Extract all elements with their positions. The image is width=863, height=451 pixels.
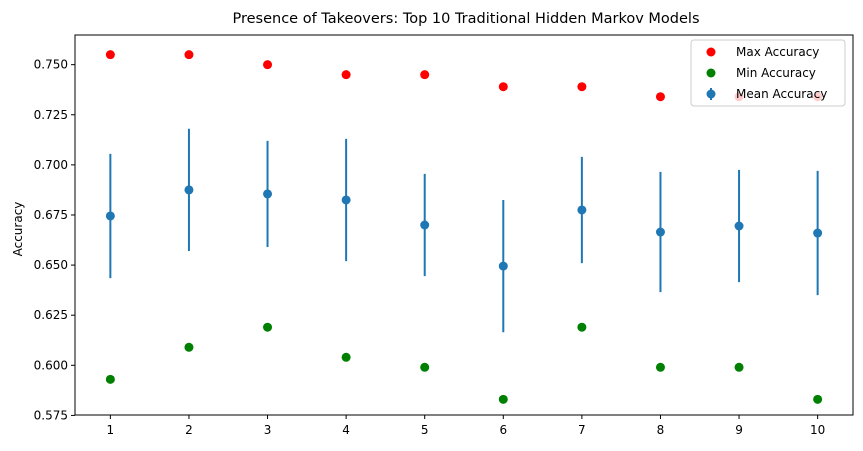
min-accuracy-point-7 <box>577 322 587 332</box>
max-accuracy-point-3 <box>263 60 273 70</box>
min-accuracy-point-6 <box>498 394 508 404</box>
x-tick-label: 2 <box>185 423 193 437</box>
y-tick-label: 0.650 <box>34 258 68 272</box>
legend-label: Min Accuracy <box>736 66 816 80</box>
x-tick-label: 7 <box>578 423 586 437</box>
max-accuracy-point-1 <box>105 50 115 60</box>
chart-title: Presence of Takeovers: Top 10 Traditiona… <box>232 11 699 27</box>
mean-accuracy-point-9 <box>734 221 744 231</box>
legend-label: Mean Accuracy <box>736 87 827 101</box>
max-accuracy-point-7 <box>577 82 587 92</box>
min-accuracy-point-9 <box>734 362 744 372</box>
y-tick-label: 0.725 <box>34 108 68 122</box>
y-axis-label: Accuracy <box>11 202 25 257</box>
legend-marker <box>706 68 716 78</box>
max-accuracy-point-6 <box>498 82 508 92</box>
legend-box <box>690 39 846 107</box>
plot-frame <box>74 34 854 416</box>
y-tick-label: 0.750 <box>34 58 68 72</box>
min-accuracy-point-3 <box>263 322 273 332</box>
mean-accuracy-point-6 <box>498 261 508 271</box>
min-accuracy-point-1 <box>105 374 115 384</box>
legend-marker <box>706 47 716 57</box>
mean-accuracy-point-10 <box>813 228 823 238</box>
x-tick-label: 6 <box>499 423 507 437</box>
x-tick-label: 5 <box>421 423 429 437</box>
mean-accuracy-point-8 <box>655 227 665 237</box>
min-accuracy-point-10 <box>813 394 823 404</box>
min-accuracy-point-5 <box>420 362 430 372</box>
max-accuracy-point-5 <box>420 70 430 80</box>
mean-accuracy-point-7 <box>577 205 587 215</box>
y-tick-label: 0.625 <box>34 308 68 322</box>
min-accuracy-point-4 <box>341 352 351 362</box>
mean-accuracy-point-5 <box>420 220 430 230</box>
x-tick-label: 10 <box>810 423 825 437</box>
x-tick-label: 4 <box>342 423 350 437</box>
min-accuracy-point-8 <box>655 362 665 372</box>
legend-label: Max Accuracy <box>736 45 819 59</box>
legend: Max Accuracy Min Accuracy Mean Accuracy <box>690 39 846 107</box>
x-tick-label: 8 <box>657 423 665 437</box>
min-accuracy-point-2 <box>184 342 194 352</box>
mean-accuracy-point-2 <box>184 185 194 195</box>
axes: 0.575 0.600 0.625 0.650 0.675 0.700 0.725 0.750… <box>34 34 854 437</box>
x-tick-label: 9 <box>735 423 743 437</box>
y-tick-label: 0.575 <box>34 408 68 422</box>
y-tick-label: 0.675 <box>34 208 68 222</box>
y-tick-label: 0.700 <box>34 158 68 172</box>
x-tick-label: 1 <box>107 423 115 437</box>
max-accuracy-point-8 <box>655 92 665 102</box>
y-tick-label: 0.600 <box>34 358 68 372</box>
legend-marker <box>706 89 716 99</box>
max-accuracy-point-2 <box>184 50 194 60</box>
mean-accuracy-point-3 <box>263 189 273 199</box>
x-tick-label: 3 <box>264 423 272 437</box>
mean-accuracy-point-1 <box>105 211 115 221</box>
mean-accuracy-point-4 <box>341 195 351 205</box>
max-accuracy-point-4 <box>341 70 351 80</box>
